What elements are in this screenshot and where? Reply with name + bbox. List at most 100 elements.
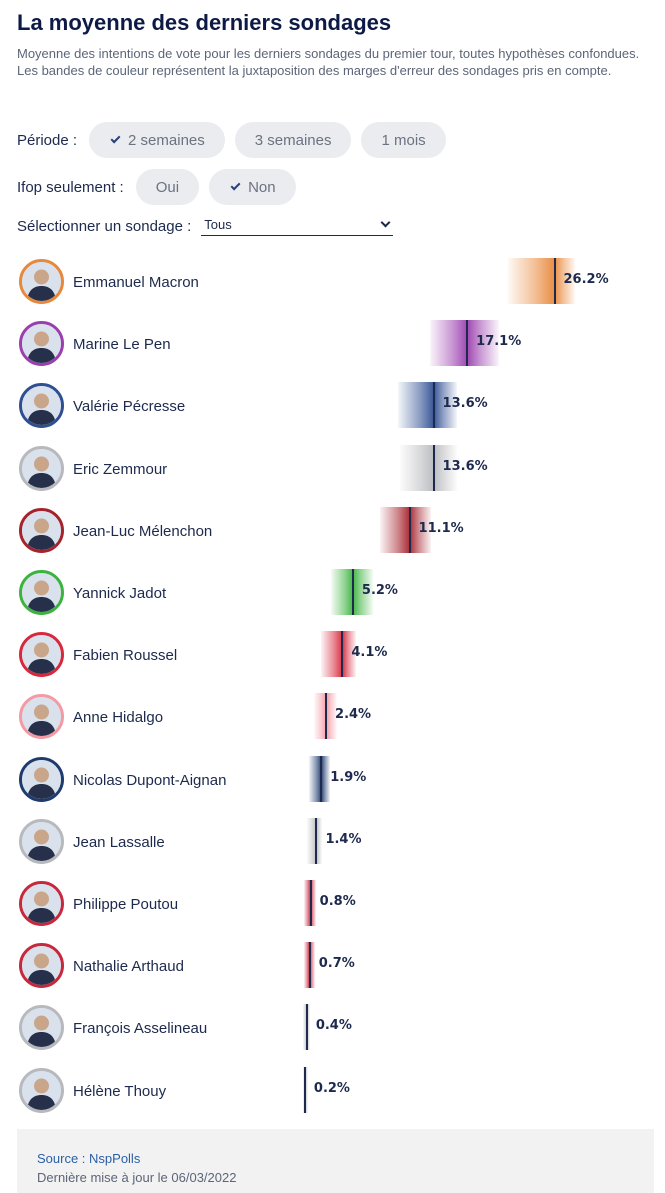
candidate-name: François Asselineau (73, 1020, 208, 1038)
sondage-selected-value: Tous (204, 217, 232, 232)
candidate-name: Marine Le Pen (73, 336, 171, 354)
candidate-name: Anne Hidalgo (73, 709, 164, 727)
portrait-nicolas-dupont-aignan-icon (19, 756, 64, 802)
periode-label: Période : (17, 131, 78, 149)
mean-marker (305, 1004, 308, 1051)
last-update: Dernière mise à jour le 06/03/2022 (37, 1170, 237, 1185)
value-label: 13.6% (442, 458, 488, 474)
sondage-filter: Sélectionner un sondage : Tous (17, 217, 394, 236)
value-label: 13.6% (442, 396, 488, 412)
pill-label: Oui (155, 178, 180, 196)
check-icon (230, 180, 241, 191)
mean-marker (432, 444, 435, 491)
mean-marker (315, 817, 318, 864)
candidate-name: Hélène Thouy (73, 1082, 167, 1100)
value-label: 0.7% (318, 956, 355, 972)
portrait-emmanuel-macron-icon (19, 259, 64, 304)
portrait-philippe-poutou-icon (19, 881, 64, 926)
ifop-label: Ifop seulement : (17, 178, 124, 196)
mean-marker (432, 382, 435, 429)
sondage-label: Sélectionner un sondage : (17, 218, 192, 235)
value-label: 2.4% (335, 707, 372, 723)
page-title: La moyenne des derniers sondages (17, 10, 392, 35)
value-label: 17.1% (476, 334, 522, 350)
pill-label: 1 mois (381, 131, 426, 149)
portrait-valerie-pecresse-icon (19, 383, 64, 429)
candidate-row: Nicolas Dupont-Aignan 1.9% (0, 748, 665, 810)
ifop-option-oui[interactable]: Oui (135, 169, 200, 205)
candidate-name: Philippe Poutou (73, 896, 179, 913)
ifop-option-non[interactable]: Non (209, 169, 296, 205)
portrait-francois-asselineau-icon (19, 1005, 64, 1051)
candidate-row: Fabien Roussel 4.1% (0, 623, 665, 685)
periode-option-1-mois[interactable]: 1 mois (361, 122, 446, 158)
portrait-jean-lassalle-icon (19, 818, 64, 864)
portrait-nathalie-arthaud-icon (19, 943, 64, 989)
candidate-name: Nathalie Arthaud (73, 958, 184, 976)
pill-label: 3 semaines (254, 131, 332, 149)
candidate-row: Eric Zemmour 13.6% (0, 437, 665, 499)
portrait-eric-zemmour-icon (19, 445, 64, 491)
ifop-filter: Ifop seulement : Oui Non (17, 169, 306, 205)
check-icon (110, 133, 121, 144)
candidate-row: Yannick Jadot 5.2% (0, 561, 665, 623)
periode-option-2-semaines[interactable]: 2 semaines (89, 122, 225, 158)
margin-band (321, 631, 356, 678)
margin-band (399, 444, 457, 491)
margin-band (429, 320, 499, 367)
candidate-name: Jean Lassalle (73, 833, 165, 851)
mean-marker (341, 631, 344, 678)
chevron-down-icon (380, 217, 391, 228)
portrait-anne-hidalgo-icon (19, 694, 64, 740)
source-link[interactable]: Source : NspPolls (37, 1151, 141, 1166)
value-label: 0.4% (315, 1018, 352, 1034)
margin-band (306, 817, 323, 864)
candidate-row: Nathalie Arthaud 0.7% (0, 934, 665, 996)
candidate-row: Philippe Poutou 0.8% (0, 872, 665, 934)
pill-label: 2 semaines (128, 131, 205, 149)
value-label: 4.1% (351, 645, 388, 661)
candidate-name: Valérie Pécresse (73, 398, 186, 416)
candidate-row: Emmanuel Macron 26.2% (0, 250, 665, 312)
mean-marker (320, 755, 323, 802)
mean-marker (303, 1066, 306, 1113)
value-label: 0.8% (319, 894, 356, 909)
mean-marker (308, 942, 311, 989)
page-subtitle: Moyenne des intentions de vote pour les … (17, 46, 640, 78)
periode-filter: Période : 2 semaines 3 semaines 1 mois (17, 122, 456, 158)
portrait-jean-luc-melenchon-icon (19, 507, 64, 553)
value-label: 1.9% (330, 769, 367, 785)
sondage-select[interactable]: Tous (201, 217, 394, 236)
portrait-fabien-roussel-icon (19, 632, 64, 678)
value-label: 11.1% (418, 520, 464, 536)
portrait-marine-le-pen-icon (19, 321, 64, 367)
candidate-row: Jean-Luc Mélenchon 11.1% (0, 499, 665, 561)
mean-marker (466, 320, 469, 367)
candidate-name: Jean-Luc Mélenchon (73, 522, 213, 540)
mean-marker (553, 258, 556, 304)
margin-band (508, 258, 575, 304)
candidate-row: Valérie Pécresse 13.6% (0, 374, 665, 436)
candidate-name: Nicolas Dupont-Aignan (73, 771, 227, 789)
candidate-row: Marine Le Pen 17.1% (0, 312, 665, 374)
candidate-row: Anne Hidalgo 2.4% (0, 685, 665, 747)
candidate-name: Emmanuel Macron (73, 274, 199, 291)
margin-band (398, 382, 457, 429)
value-label: 26.2% (563, 272, 609, 287)
margin-band (308, 755, 330, 802)
portrait-yannick-jadot-icon (19, 570, 64, 615)
mean-marker (325, 693, 328, 740)
candidate-row: Jean Lassalle 1.4% (0, 810, 665, 872)
value-label: 5.2% (361, 583, 398, 598)
poll-chart: Emmanuel Macron 26.2% Marine Le Pen 17.1% Va… (0, 250, 665, 1120)
value-label: 1.4% (325, 831, 362, 847)
mean-marker (408, 506, 411, 553)
candidate-name: Yannick Jadot (73, 585, 167, 602)
margin-band (379, 506, 431, 553)
portrait-helene-thouy-icon (19, 1067, 64, 1113)
periode-option-3-semaines[interactable]: 3 semaines (234, 122, 352, 158)
pill-label: Non (248, 178, 276, 196)
mean-marker (351, 569, 354, 615)
candidate-name: Fabien Roussel (73, 647, 178, 665)
value-label: 0.2% (313, 1080, 350, 1096)
